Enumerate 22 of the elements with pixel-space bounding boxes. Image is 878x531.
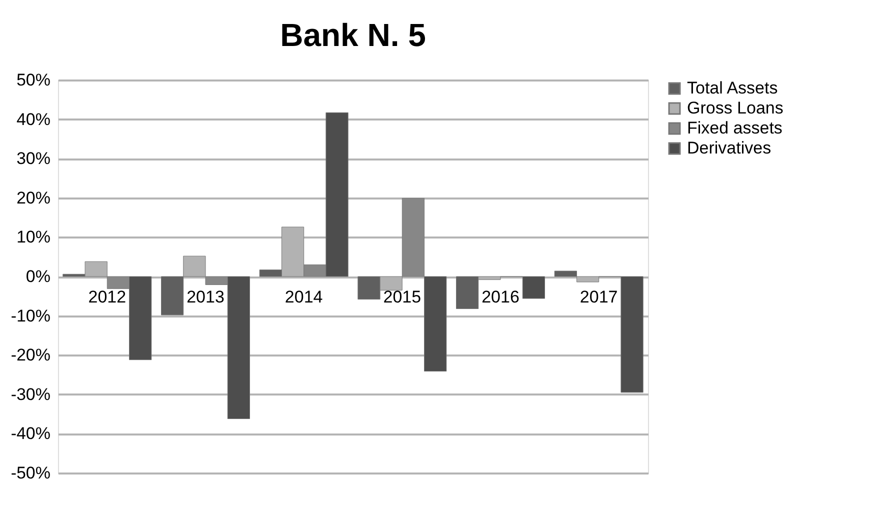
- x-tick-label: 2017: [580, 288, 618, 306]
- y-tick-label: 10%: [16, 228, 50, 247]
- y-tick-label: 50%: [16, 70, 50, 90]
- y-tick-label: 30%: [16, 149, 50, 168]
- y-tick-label: -10%: [10, 306, 50, 326]
- y-tick-label: 40%: [16, 110, 50, 129]
- x-tick-label: 2012: [88, 288, 126, 306]
- y-tick-label: -20%: [10, 346, 50, 365]
- x-tick-label: 2016: [482, 288, 520, 306]
- chart-title: Bank N. 5: [280, 17, 426, 53]
- y-tick-label: -50%: [10, 464, 50, 482]
- x-tick-label: 2013: [186, 288, 224, 306]
- y-tick-label: 20%: [16, 188, 50, 208]
- legend-label: Gross Loans: [687, 98, 784, 118]
- legend-label: Fixed assets: [687, 118, 782, 138]
- legend-label: Derivatives: [687, 138, 772, 158]
- y-tick-label: -40%: [10, 424, 50, 444]
- legend-label: Total Assets: [687, 78, 778, 98]
- y-tick-label: 0%: [26, 267, 50, 286]
- x-tick-label: 2015: [383, 288, 422, 306]
- y-tick-label: -30%: [10, 384, 50, 404]
- x-tick-label: 2014: [284, 288, 323, 306]
